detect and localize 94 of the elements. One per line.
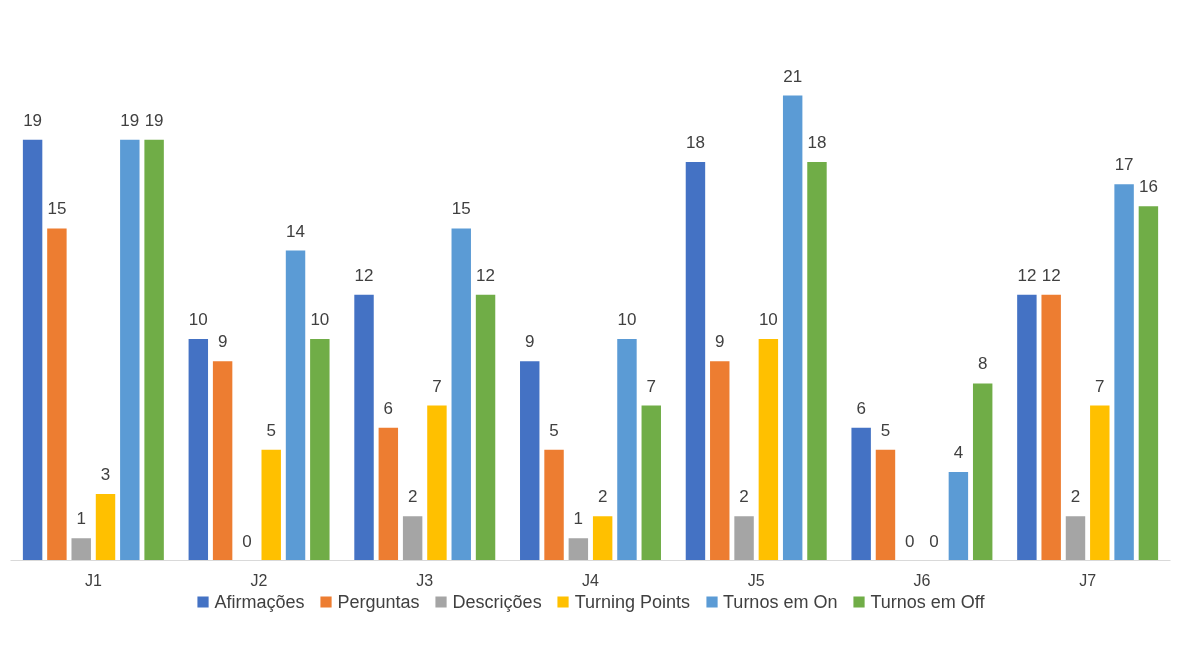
bar xyxy=(758,339,779,561)
bar xyxy=(972,383,993,561)
data-label: 12 xyxy=(1041,265,1061,285)
bar xyxy=(475,294,496,561)
data-label: 10 xyxy=(310,310,330,330)
bar xyxy=(544,449,564,561)
x-tick-label: J4 xyxy=(582,571,600,589)
bar xyxy=(427,405,447,561)
data-label: 19 xyxy=(144,110,164,130)
bar xyxy=(212,361,233,561)
data-label: 10 xyxy=(617,310,637,330)
x-tick-label: J1 xyxy=(84,571,102,589)
legend-label: Turning Points xyxy=(574,591,691,612)
bar xyxy=(1065,516,1086,561)
bar xyxy=(1138,206,1159,561)
data-label: 16 xyxy=(1138,177,1158,197)
bar xyxy=(1090,405,1110,561)
data-label: 1 xyxy=(76,509,86,529)
bar xyxy=(851,427,871,561)
legend-label: Perguntas xyxy=(337,591,420,612)
data-label: 10 xyxy=(758,310,778,330)
data-label: 0 xyxy=(905,531,915,551)
data-label: 2 xyxy=(739,487,749,507)
bar xyxy=(617,339,637,561)
bar xyxy=(22,139,43,561)
data-label: 7 xyxy=(646,376,656,396)
data-label: 0 xyxy=(929,531,939,551)
data-label: 1 xyxy=(573,509,584,529)
bar xyxy=(948,471,969,561)
data-label: 10 xyxy=(188,310,208,330)
bar xyxy=(144,139,164,561)
bar xyxy=(402,516,423,561)
data-label: 17 xyxy=(1114,155,1134,175)
bar xyxy=(451,228,471,561)
data-label: 2 xyxy=(597,487,608,507)
bar xyxy=(807,162,827,561)
data-label: 0 xyxy=(242,531,252,551)
bar xyxy=(71,538,91,561)
x-tick-label: J5 xyxy=(747,571,765,589)
bar xyxy=(734,516,754,561)
bar xyxy=(95,494,116,561)
bar xyxy=(875,449,896,561)
legend-label: Afirmações xyxy=(214,591,305,612)
data-label: 6 xyxy=(856,398,866,418)
bar xyxy=(188,339,209,561)
bar xyxy=(285,250,306,561)
bar xyxy=(310,339,330,561)
bar xyxy=(354,294,374,561)
data-label: 12 xyxy=(1017,265,1037,285)
bar xyxy=(1114,184,1134,561)
bar xyxy=(261,449,281,561)
data-label: 7 xyxy=(432,376,442,396)
data-label: 19 xyxy=(120,110,140,130)
bar xyxy=(120,139,140,561)
bar xyxy=(1041,294,1061,561)
data-label: 15 xyxy=(47,199,67,219)
x-tick-label: J7 xyxy=(1079,571,1097,589)
x-tick-label: J3 xyxy=(416,571,434,589)
data-label: 2 xyxy=(407,487,418,507)
data-label: 2 xyxy=(1070,487,1081,507)
data-label: 15 xyxy=(451,199,471,219)
data-label: 6 xyxy=(383,398,394,418)
bar xyxy=(592,516,613,561)
bar xyxy=(47,228,67,561)
bar xyxy=(685,162,706,561)
data-label: 9 xyxy=(715,332,725,352)
legend-label: Turnos em Off xyxy=(870,591,985,612)
data-label: 8 xyxy=(977,354,988,374)
data-label: 7 xyxy=(1095,376,1105,396)
data-label: 19 xyxy=(23,110,43,130)
data-label: 3 xyxy=(100,465,111,485)
data-label: 21 xyxy=(783,66,803,86)
data-label: 5 xyxy=(549,420,559,440)
bar xyxy=(520,361,540,561)
data-label: 18 xyxy=(807,133,827,152)
data-label: 12 xyxy=(354,265,374,285)
data-label: 9 xyxy=(217,332,228,352)
data-label: 12 xyxy=(476,265,496,285)
bar xyxy=(378,427,399,561)
data-label: 14 xyxy=(286,221,305,241)
legend-label: Turnos em On xyxy=(723,591,838,612)
data-label: 4 xyxy=(953,442,964,462)
data-label: 5 xyxy=(880,420,891,440)
x-tick-label: J6 xyxy=(913,571,931,589)
data-label: 18 xyxy=(686,133,705,152)
bar xyxy=(568,538,589,561)
data-label: 9 xyxy=(525,332,535,352)
data-label: 5 xyxy=(266,420,276,440)
bar xyxy=(641,405,661,561)
legend-label: Descrições xyxy=(452,591,542,612)
x-tick-label: J2 xyxy=(250,571,268,589)
bar xyxy=(710,361,730,561)
bar xyxy=(782,95,803,561)
bar xyxy=(1017,294,1037,561)
